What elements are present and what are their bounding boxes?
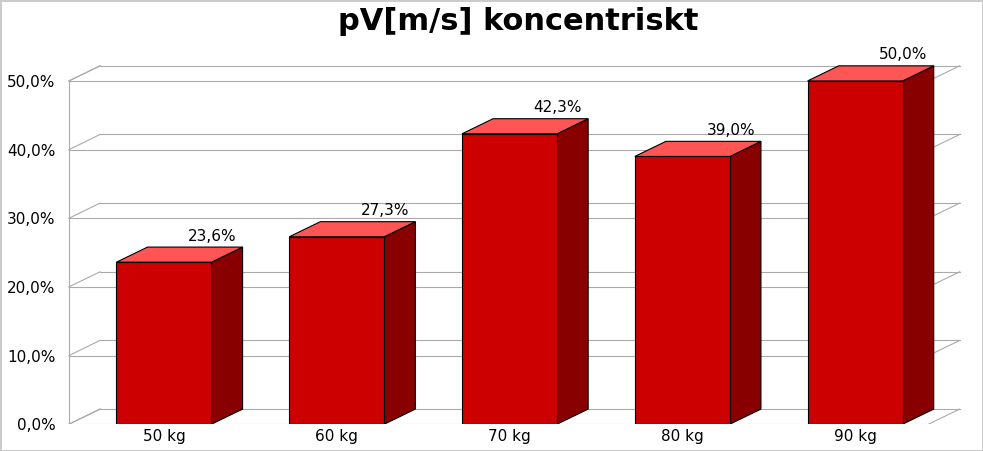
Polygon shape [116,262,211,424]
Text: 42,3%: 42,3% [534,100,582,115]
Polygon shape [557,119,588,424]
Polygon shape [289,237,384,424]
Polygon shape [808,66,934,81]
Polygon shape [635,156,729,424]
Polygon shape [384,222,416,424]
Polygon shape [116,247,243,262]
Text: 27,3%: 27,3% [361,203,410,218]
Polygon shape [902,66,934,424]
Polygon shape [808,81,902,424]
Polygon shape [462,119,588,134]
Polygon shape [211,247,243,424]
Polygon shape [462,134,557,424]
Title: pV[m/s] koncentriskt: pV[m/s] koncentriskt [338,7,699,36]
Polygon shape [729,141,761,424]
Text: 50,0%: 50,0% [880,47,928,62]
Text: 23,6%: 23,6% [188,229,237,244]
Text: 39,0%: 39,0% [707,123,755,138]
Polygon shape [635,141,761,156]
Polygon shape [289,222,416,237]
